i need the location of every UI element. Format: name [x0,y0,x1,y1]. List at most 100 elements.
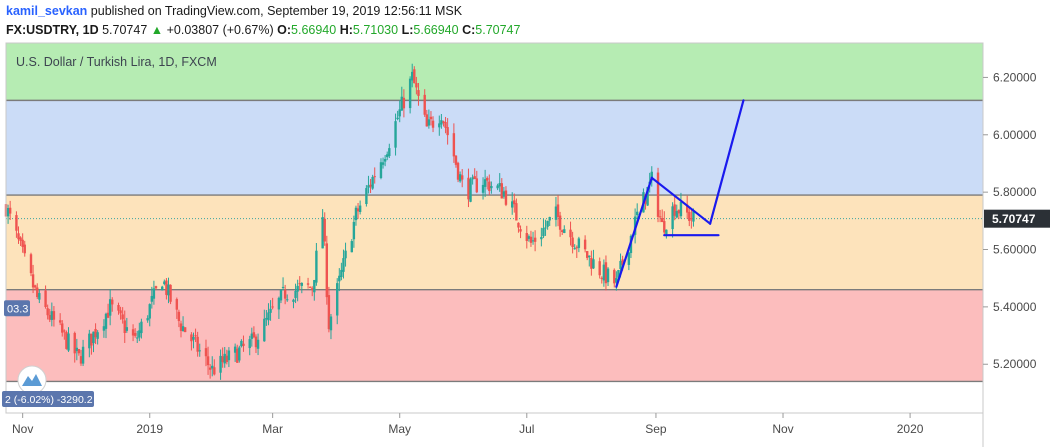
candle-body [123,320,126,334]
candle-body [425,114,428,127]
candle-body [458,174,462,182]
candle-body [238,347,241,361]
candle-body [646,186,649,206]
price-tick-label: 5.60000 [993,243,1037,257]
candle-body [513,200,516,205]
price-axis[interactable]: 6.20000 6.00000 5.80000 5.60000 5.40000 5.200… [983,70,1037,371]
candle-body [344,250,347,259]
candle-body [211,365,214,369]
candle-body [108,299,112,316]
candle-body [371,176,374,189]
candle-body [383,159,387,162]
candle-body [165,280,168,295]
candle-body [152,288,156,299]
candle-body [131,329,135,336]
mountain-icon [22,374,42,386]
candle-body [586,251,589,258]
candle-body [602,264,606,281]
candle-body [252,332,256,338]
candle-body [483,179,487,187]
candle-body [342,258,345,272]
candle-body [423,94,426,115]
candle-body [656,172,660,217]
candle-body [615,278,618,283]
candle-body [79,356,83,364]
candle-body [442,121,445,123]
candle-body [119,310,122,314]
price-tag-text: 5.70747 [992,212,1036,226]
candle-body [94,328,97,338]
candle-body [73,332,76,354]
candle-body [531,240,535,242]
candle-body [473,176,476,180]
candle-body [588,255,591,258]
high-label: H: [339,23,353,37]
open-label: O: [277,23,292,37]
symbol-line: FX:USDTRY, 1D 5.70747 ▲ +0.03807 (+0.67%… [6,23,520,37]
badge-text: 2 (-6.02%) -3290.2 [5,394,93,406]
candle-body [102,326,106,331]
candle-body [461,175,464,180]
candle-body [546,220,549,227]
candle-body [554,206,558,220]
price-change: +0.03807 (+0.67%) [166,23,274,37]
candle-body [571,237,574,248]
candle-body [163,281,166,285]
publish-info: published on TradingView.com, September … [90,4,463,18]
low-value: 5.66940 [413,23,459,37]
candles-layer [4,63,695,380]
candle-body [104,313,108,329]
candle-body [48,315,51,320]
candle-body [394,121,397,148]
candle-body [111,299,114,305]
candle-body [561,230,564,232]
candle-body [556,204,560,218]
candle-body [21,239,24,247]
time-tick-label: Nov [772,422,793,436]
candle-body [311,288,314,290]
candle-body [227,350,231,361]
candle-body [271,306,274,308]
candle-body [336,283,339,316]
author-link[interactable]: kamil_sevkan [6,4,88,18]
close-value: 5.70747 [475,23,521,37]
symbol-name: FX:USDTRY, 1D [6,23,99,37]
candle-body [242,343,245,346]
candle-body [106,312,110,318]
candle-body [358,205,362,212]
candle-body [31,274,35,288]
candle-body [283,289,287,299]
candle-body [219,355,222,373]
low-label: L: [401,23,414,37]
candle-body [688,211,691,221]
candle-body [140,321,143,334]
candle-body [488,181,491,191]
candle-body [542,228,545,237]
candle-body [469,179,472,202]
candle-body [161,286,164,291]
candle-body [286,299,289,301]
candle-body [50,311,54,320]
left-badges: 03.3 2 (-6.02%) -3290.2 [2,300,94,407]
candle-body [475,178,478,193]
candle-body [548,217,551,221]
candle-body [254,336,258,348]
candle-body [190,334,193,342]
candle-body [446,127,449,136]
candle-body [277,297,281,310]
candle-body [125,327,129,331]
candle-body [196,336,199,352]
candle-body [67,333,70,351]
candle-body [471,177,474,180]
candle-body [444,122,447,128]
candle-body [511,201,514,208]
price-tag-bg [984,209,1050,228]
candle-body [675,211,678,218]
last-price-tag: 5.70747 [984,209,1050,228]
candle-body [240,340,243,347]
candle-body [496,185,499,189]
time-axis[interactable]: Nov 2019 Mar May Jul Sep Nov 2020 [12,413,924,436]
candle-body [515,203,518,221]
candle-body [502,191,506,197]
